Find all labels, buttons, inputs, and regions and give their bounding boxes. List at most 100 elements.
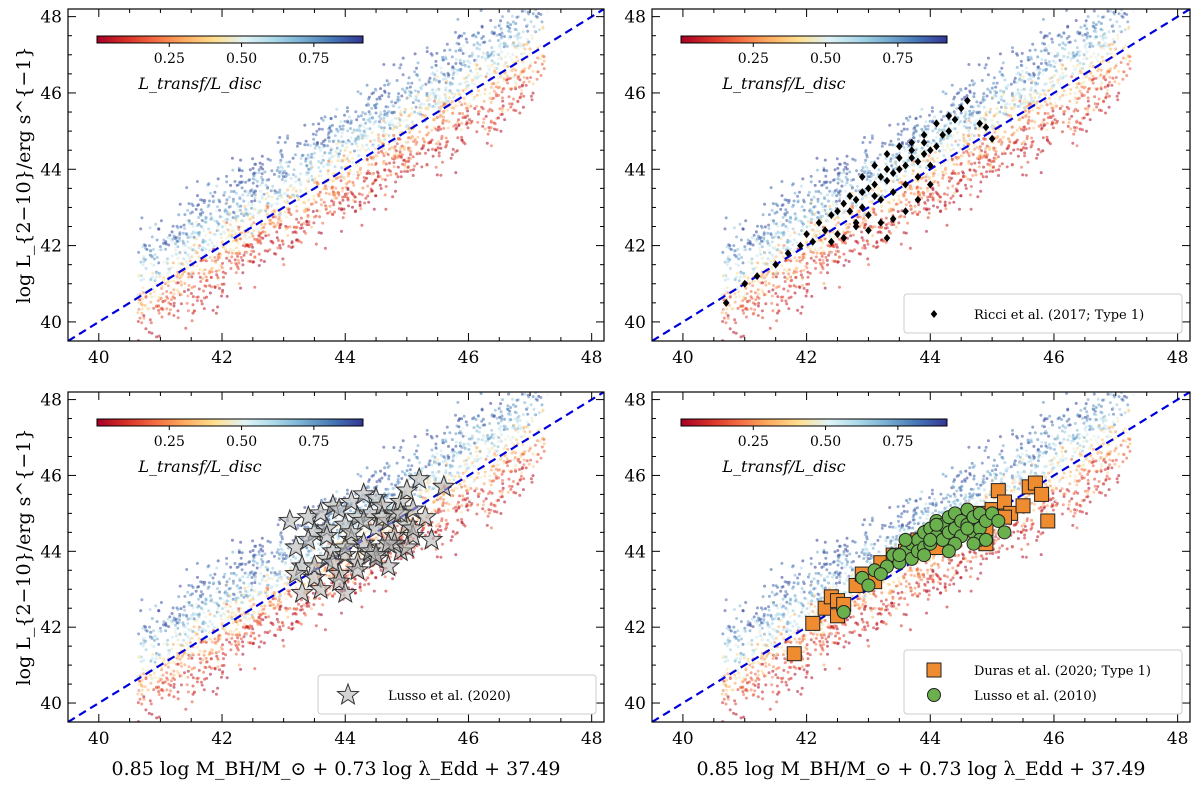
- model-point: [246, 193, 250, 197]
- model-point: [982, 92, 986, 96]
- model-point: [1084, 5, 1087, 8]
- model-point: [806, 193, 810, 197]
- model-point: [283, 200, 287, 204]
- model-point: [222, 282, 226, 286]
- model-point: [1016, 147, 1020, 151]
- model-point: [523, 9, 527, 13]
- model-point: [769, 186, 773, 190]
- model-point: [1080, 94, 1084, 98]
- model-point: [1051, 104, 1055, 108]
- model-point: [533, 61, 537, 64]
- model-point: [493, 25, 497, 29]
- model-point: [341, 124, 345, 128]
- model-point: [792, 238, 796, 242]
- model-point: [257, 264, 261, 267]
- model-point: [190, 255, 194, 259]
- model-point: [847, 260, 851, 263]
- model-point: [255, 179, 259, 183]
- model-point: [374, 147, 378, 151]
- model-point: [374, 111, 378, 115]
- model-point: [1026, 120, 1030, 124]
- model-point: [199, 299, 203, 303]
- model-point: [530, 36, 534, 40]
- model-point: [1039, 123, 1043, 127]
- model-point: [178, 231, 182, 235]
- model-point: [826, 193, 829, 197]
- model-point: [351, 156, 354, 160]
- model-point: [275, 230, 279, 234]
- model-point: [899, 214, 903, 218]
- model-point: [529, 62, 533, 66]
- model-point: [848, 170, 852, 174]
- model-point: [994, 150, 998, 154]
- model-point: [446, 140, 450, 143]
- model-point: [341, 140, 345, 144]
- model-point: [222, 230, 226, 234]
- model-point: [866, 257, 870, 261]
- model-point: [774, 292, 778, 295]
- model-point: [519, 92, 523, 96]
- model-point: [409, 150, 413, 154]
- model-point: [921, 159, 925, 163]
- model-point: [950, 136, 954, 140]
- model-point: [289, 213, 293, 217]
- model-point: [346, 154, 350, 158]
- model-point: [387, 110, 391, 113]
- model-point: [892, 206, 896, 210]
- model-point: [499, 42, 503, 46]
- model-point: [728, 304, 731, 307]
- model-point: [189, 211, 193, 215]
- model-point: [529, 76, 533, 79]
- model-point: [281, 175, 285, 179]
- model-point: [478, 67, 482, 71]
- model-point: [1051, 109, 1055, 113]
- model-point: [1056, 51, 1060, 55]
- model-point: [176, 288, 180, 292]
- model-point: [1027, 109, 1031, 113]
- model-point: [229, 230, 233, 233]
- model-point: [273, 189, 277, 193]
- model-point: [931, 129, 935, 133]
- model-point: [881, 141, 885, 145]
- model-point: [529, 94, 533, 98]
- model-point: [992, 76, 996, 80]
- model-point: [424, 106, 428, 110]
- model-point: [781, 203, 785, 207]
- model-point: [305, 209, 308, 213]
- model-point: [913, 210, 917, 214]
- model-point: [905, 127, 909, 131]
- model-point: [875, 240, 879, 244]
- model-point: [779, 220, 783, 224]
- model-point: [448, 48, 452, 52]
- model-point: [510, 69, 514, 73]
- model-point: [205, 295, 209, 299]
- model-point: [523, 52, 527, 55]
- model-point: [278, 190, 282, 194]
- model-point: [317, 146, 321, 149]
- model-point: [831, 203, 835, 207]
- model-point: [281, 169, 284, 173]
- model-point: [772, 284, 775, 287]
- model-point: [400, 94, 404, 98]
- model-point: [281, 257, 285, 261]
- model-point: [430, 128, 434, 132]
- model-point: [521, 105, 525, 109]
- model-point: [784, 224, 788, 228]
- model-point: [286, 234, 290, 238]
- model-point: [492, 89, 496, 93]
- model-point: [863, 246, 867, 250]
- model-point: [801, 229, 805, 232]
- model-point: [892, 198, 896, 202]
- model-point: [458, 61, 462, 65]
- model-point: [208, 238, 212, 242]
- model-point: [759, 273, 763, 277]
- model-point: [379, 110, 383, 114]
- model-point: [999, 89, 1003, 93]
- model-point: [304, 187, 308, 190]
- model-point: [435, 102, 439, 106]
- model-point: [743, 245, 747, 249]
- model-point: [979, 180, 983, 184]
- model-point: [741, 227, 745, 231]
- model-point: [268, 158, 272, 162]
- model-point: [475, 46, 479, 50]
